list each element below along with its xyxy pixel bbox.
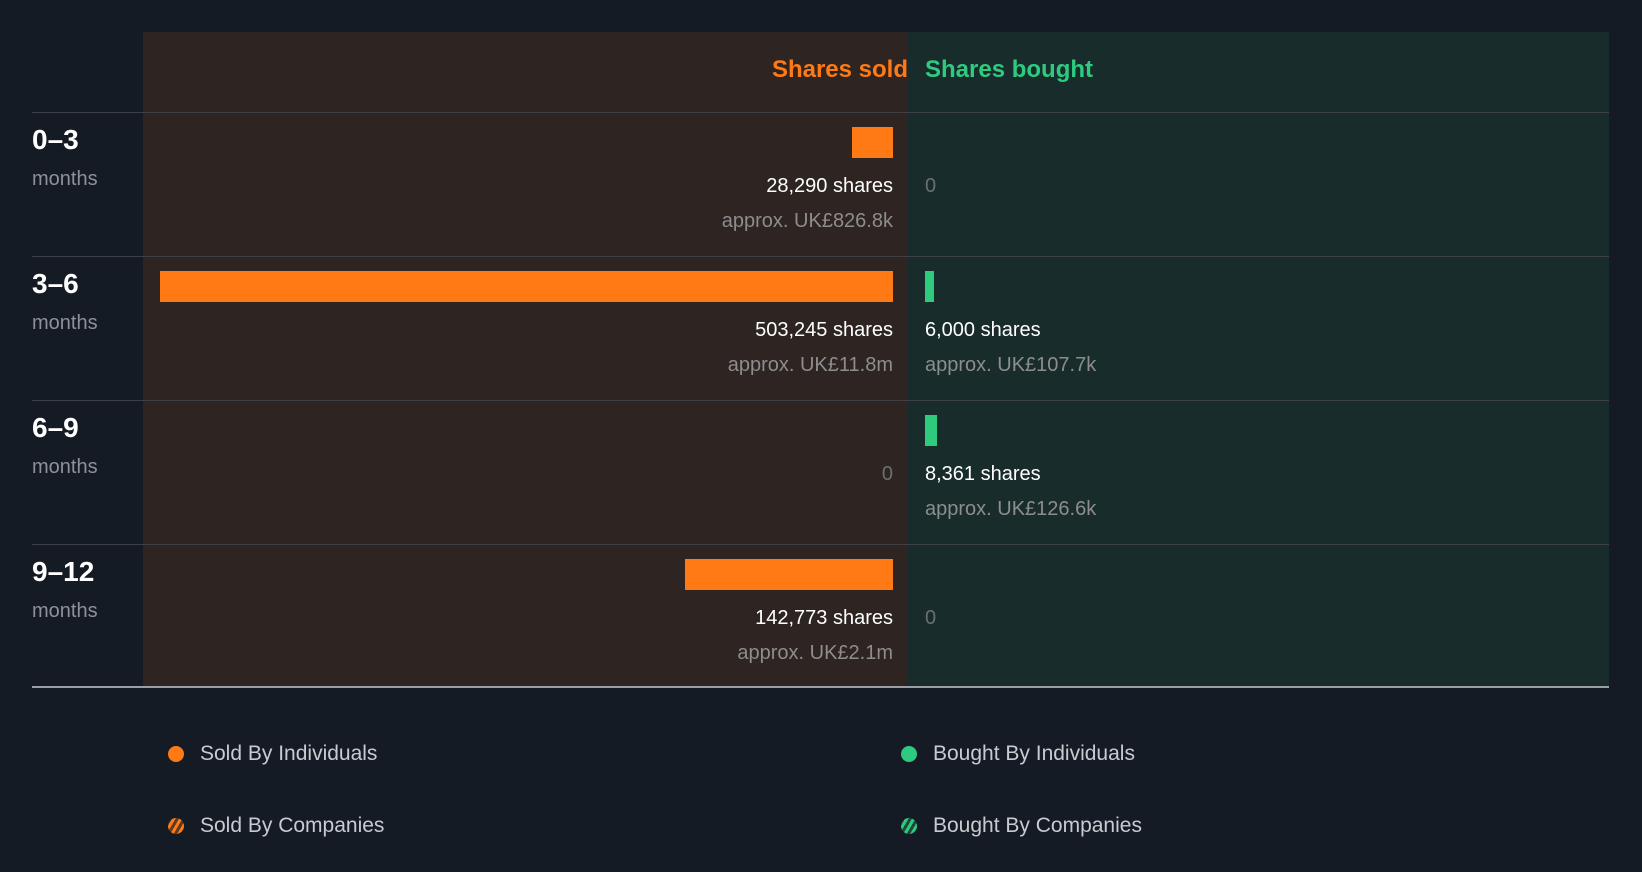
range-label: 6–9 — [32, 412, 79, 443]
green-dot-icon — [901, 746, 917, 762]
range-label: 0–3 — [32, 124, 79, 155]
shares-sold-header: Shares sold — [771, 56, 908, 83]
sold-bar — [160, 271, 893, 302]
row-divider — [32, 544, 1609, 545]
row-divider — [32, 256, 1609, 257]
row-divider — [32, 112, 1609, 113]
bought-shares: 6,000 shares — [925, 319, 1041, 341]
legend-label: Sold By Companies — [200, 814, 385, 837]
sold-value: approx. UK£2.1m — [737, 642, 893, 664]
row-label: 3–6 months — [32, 268, 98, 335]
sold-zero: 0 — [881, 463, 893, 485]
unit-label: months — [32, 456, 98, 478]
legend-label: Sold By Individuals — [200, 742, 378, 765]
sold-value: approx. UK£826.8k — [721, 210, 893, 232]
bought-bar — [925, 271, 934, 302]
unit-label: months — [32, 312, 98, 334]
legend-sold-companies: Sold By Companies — [168, 814, 384, 838]
legend-sold-individuals: Sold By Individuals — [168, 742, 377, 766]
bought-shares: 8,361 shares — [925, 463, 1041, 485]
sold-bar — [685, 559, 893, 590]
shares-bought-header: Shares bought — [925, 56, 1094, 83]
bought-value: approx. UK£107.7k — [925, 354, 1097, 376]
unit-label: months — [32, 168, 98, 190]
range-label: 9–12 — [32, 556, 95, 587]
legend-bought-companies: Bought By Companies — [901, 814, 1142, 838]
legend-label: Bought By Companies — [933, 814, 1142, 837]
row-label: 0–3 months — [32, 124, 98, 191]
sold-bar — [851, 127, 893, 158]
legend-label: Bought By Individuals — [933, 742, 1135, 765]
range-label: 3–6 — [32, 268, 79, 299]
sold-shares: 142,773 shares — [755, 607, 893, 629]
unit-label: months — [32, 600, 98, 622]
striped-green-dot-icon — [901, 818, 917, 834]
row-label: 6–9 months — [32, 412, 98, 479]
sold-shares: 28,290 shares — [766, 175, 893, 197]
striped-orange-dot-icon — [168, 818, 184, 834]
shares-bought-panel — [908, 32, 1609, 687]
bought-bar — [925, 415, 938, 446]
row-divider — [32, 400, 1609, 401]
legend-bought-individuals: Bought By Individuals — [901, 742, 1135, 766]
sold-shares: 503,245 shares — [755, 319, 893, 341]
bought-value: approx. UK£126.6k — [925, 498, 1097, 520]
bought-zero: 0 — [925, 607, 937, 629]
sold-value: approx. UK£11.8m — [727, 354, 893, 376]
row-label: 9–12 months — [32, 556, 98, 623]
orange-dot-icon — [168, 746, 184, 762]
bought-zero: 0 — [925, 175, 937, 197]
baseline — [32, 686, 1609, 688]
